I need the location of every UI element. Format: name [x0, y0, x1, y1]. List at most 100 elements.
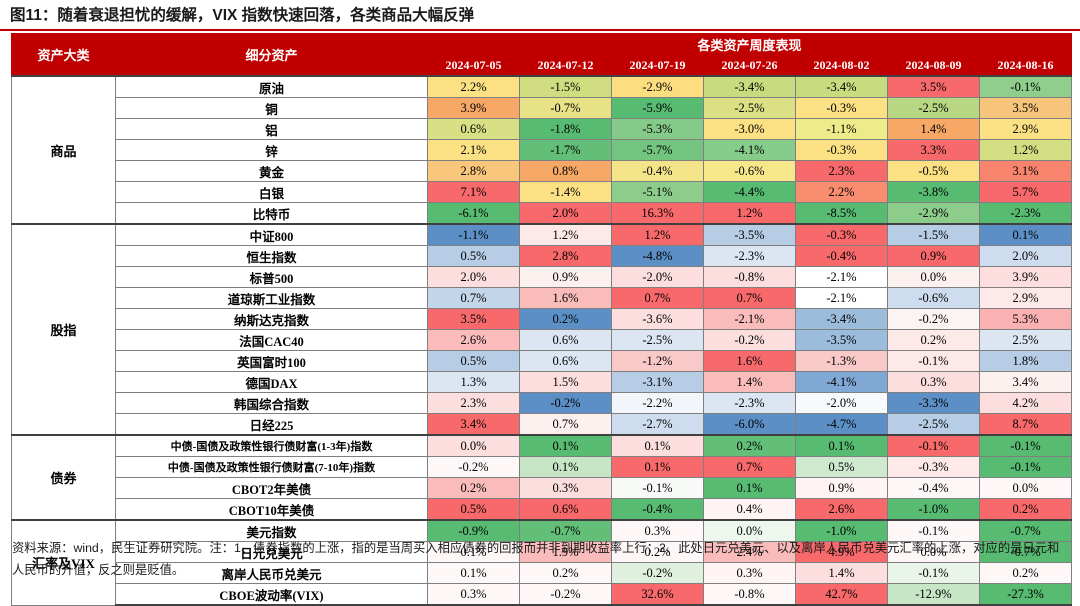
asset-name-cell: 锌	[115, 139, 428, 161]
value-cell: -1.8%	[519, 118, 612, 140]
value-cell: 0.5%	[427, 498, 520, 521]
value-cell: 0.2%	[519, 308, 612, 330]
value-cell: 0.1%	[611, 434, 704, 457]
asset-name-cell: 德国DAX	[115, 371, 428, 393]
table-row: 标普500 2.0% 0.9% -2.0% -0.8% -2.1% 0.0% 3.9%	[12, 266, 1073, 288]
table-row: CBOT2年美债 0.2% 0.3% -0.1% 0.1% 0.9% -0.4% 0.0%	[12, 477, 1073, 499]
value-cell: -0.2%	[519, 583, 612, 606]
value-cell: 0.2%	[427, 477, 520, 499]
asset-name-cell: 法国CAC40	[115, 329, 428, 351]
asset-name-cell: 英国富时100	[115, 350, 428, 372]
value-cell: 3.1%	[978, 160, 1073, 182]
value-cell: 3.4%	[427, 413, 520, 436]
value-cell: 0.9%	[887, 245, 980, 267]
value-cell: 1.2%	[978, 139, 1073, 161]
value-cell: -3.3%	[887, 392, 980, 414]
asset-performance-table: 资产大类 细分资产 各类资产周度表现 2024-07-05 2024-07-12 2…	[11, 33, 1073, 606]
value-cell: 3.5%	[887, 75, 980, 98]
asset-name-cell: 标普500	[115, 266, 428, 288]
value-cell: -2.5%	[703, 97, 796, 119]
asset-name-cell: 铜	[115, 97, 428, 119]
table-row: 日经225 3.4% 0.7% -2.7% -6.0% -4.7% -2.5% 8.7%	[12, 413, 1073, 436]
value-cell: -3.1%	[611, 371, 704, 393]
col-header-category: 资产大类	[11, 33, 116, 77]
value-cell: -2.9%	[887, 202, 980, 225]
value-cell: 3.9%	[427, 97, 520, 119]
figure-panel: 图11：随着衰退担忧的缓解，VIX 指数快速回落，各类商品大幅反弹 资产大类 细…	[0, 7, 1080, 606]
value-cell: 0.9%	[519, 266, 612, 288]
value-cell: 1.4%	[795, 562, 888, 584]
asset-name-cell: 铝	[115, 118, 428, 140]
table-row: 纳斯达克指数 3.5% 0.2% -3.6% -2.1% -3.4% -0.2% 5.3%	[12, 308, 1073, 330]
value-cell: 1.4%	[703, 371, 796, 393]
value-cell: -0.3%	[795, 97, 888, 119]
asset-name-cell: 日经225	[115, 413, 428, 436]
table-row: 比特币 -6.1% 2.0% 16.3% 1.2% -8.5% -2.9% -2.3%	[12, 202, 1073, 225]
asset-name-cell: CBOE波动率(VIX)	[115, 583, 428, 606]
value-cell: -0.1%	[887, 350, 980, 372]
value-cell: -0.1%	[978, 434, 1073, 457]
value-cell: -0.2%	[703, 329, 796, 351]
value-cell: -0.2%	[519, 392, 612, 414]
col-header-date-7: 2024-08-16	[978, 54, 1073, 77]
table-row: 离岸人民币兑美元 0.1% 0.2% -0.2% 0.3% 1.4% -0.1% 0.2%	[12, 562, 1073, 584]
table-row: 白银 7.1% -1.4% -5.1% -4.4% 2.2% -3.8% 5.7%	[12, 181, 1073, 203]
asset-name-cell: 美元指数	[115, 519, 428, 542]
value-cell: 0.6%	[519, 350, 612, 372]
value-cell: -0.7%	[519, 519, 612, 542]
col-header-date-5: 2024-08-02	[795, 54, 888, 77]
value-cell: 3.5%	[427, 308, 520, 330]
value-cell: -0.4%	[887, 477, 980, 499]
asset-name-cell: 离岸人民币兑美元	[115, 562, 428, 584]
value-cell: -1.1%	[795, 118, 888, 140]
value-cell: -4.1%	[703, 139, 796, 161]
value-cell: -0.7%	[978, 519, 1073, 542]
value-cell: 0.1%	[519, 456, 612, 478]
value-cell: -1.5%	[519, 75, 612, 98]
value-cell: 0.2%	[887, 329, 980, 351]
value-cell: -0.2%	[887, 308, 980, 330]
header-row-dates: 2024-07-05 2024-07-12 2024-07-19 2024-07-26…	[12, 54, 1073, 77]
value-cell: -4.8%	[611, 245, 704, 267]
value-cell: -0.7%	[519, 97, 612, 119]
value-cell: -1.0%	[887, 498, 980, 521]
value-cell: 2.5%	[978, 329, 1073, 351]
value-cell: 0.7%	[703, 456, 796, 478]
asset-name-cell: 黄金	[115, 160, 428, 182]
value-cell: -2.5%	[887, 413, 980, 436]
value-cell: -4.1%	[795, 371, 888, 393]
header-row-top: 资产大类 细分资产 各类资产周度表现	[11, 33, 1073, 77]
table-row: 恒生指数 0.5% 2.8% -4.8% -2.3% -0.4% 0.9% 2.0%	[12, 245, 1073, 267]
value-cell: -5.1%	[611, 181, 704, 203]
value-cell: -2.0%	[611, 266, 704, 288]
category-cell-1: 商品	[11, 75, 116, 225]
value-cell: -0.7%	[978, 541, 1073, 563]
value-cell: -3.4%	[795, 75, 888, 98]
value-cell: 16.3%	[611, 202, 704, 225]
asset-name-cell: 韩国综合指数	[115, 392, 428, 414]
value-cell: -0.8%	[703, 583, 796, 606]
value-cell: -0.5%	[887, 160, 980, 182]
table-header: 资产大类 细分资产 各类资产周度表现 2024-07-05 2024-07-12 2…	[11, 33, 1073, 77]
value-cell: 8.7%	[978, 413, 1073, 436]
value-cell: -0.1%	[611, 477, 704, 499]
value-cell: 0.1%	[611, 456, 704, 478]
value-cell: -1.7%	[519, 139, 612, 161]
value-cell: 0.5%	[795, 456, 888, 478]
col-header-date-3: 2024-07-19	[611, 54, 704, 77]
value-cell: -2.3%	[703, 392, 796, 414]
value-cell: -1.2%	[611, 350, 704, 372]
asset-name-cell: 中证800	[115, 223, 428, 246]
category-cell-3: 债券	[11, 434, 116, 521]
value-cell: -1.5%	[887, 223, 980, 246]
asset-name-cell: 白银	[115, 181, 428, 203]
value-cell: -2.3%	[703, 245, 796, 267]
value-cell: 2.8%	[427, 160, 520, 182]
value-cell: 0.6%	[519, 498, 612, 521]
table-row: 债券 中债-国债及政策性银行债财富(1-3年)指数 0.0% 0.1% 0.1% 0.2%…	[11, 434, 1073, 521]
value-cell: 1.3%	[427, 371, 520, 393]
value-cell: -3.5%	[795, 329, 888, 351]
value-cell: -0.4%	[611, 498, 704, 521]
col-header-span-label: 各类资产周度表现	[426, 33, 1073, 55]
value-cell: 2.3%	[427, 392, 520, 414]
